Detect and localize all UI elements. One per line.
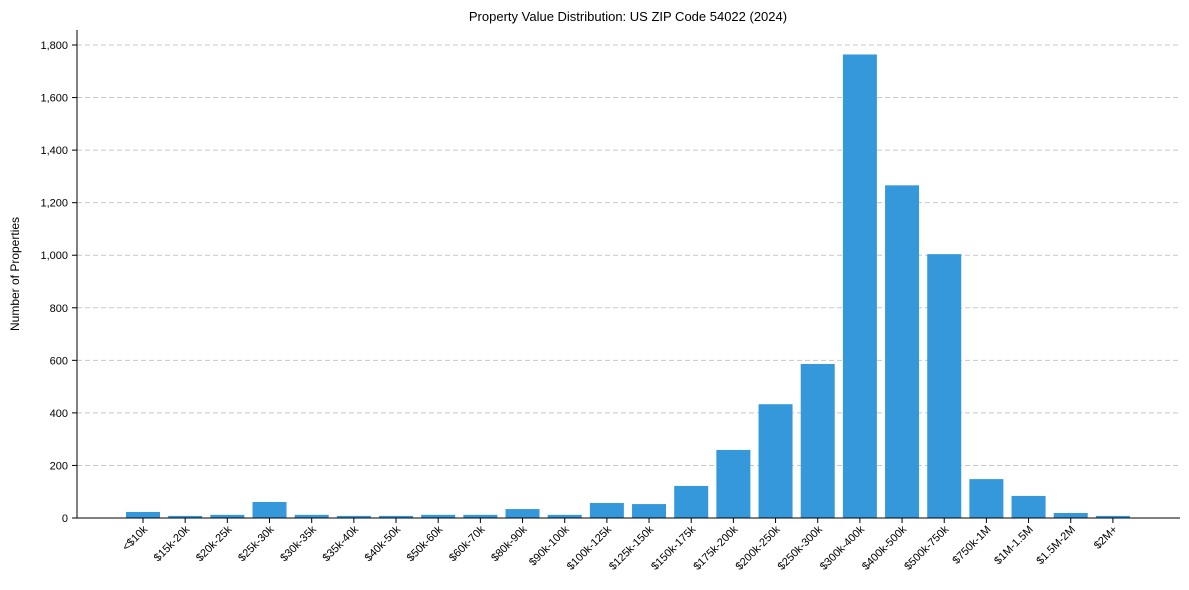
bar [168,515,203,518]
x-tick-label: $90k-100k [527,523,572,568]
y-tick-label: 400 [50,408,68,420]
bar [463,514,498,518]
bar [547,514,582,518]
y-tick-label: 1,200 [40,198,68,210]
x-tick-label: $80k-90k [489,523,530,564]
x-tick-label: $750k-1M [950,524,993,567]
x-tick-label: $1M-1.5M [992,524,1036,568]
bar [927,254,962,518]
y-tick-label: 1,800 [40,40,68,52]
y-tick-label: 1,400 [40,145,68,157]
x-tick-label: $40k-50k [363,523,404,564]
x-tick-label: $25k-30k [236,523,277,564]
bar [1053,513,1088,518]
y-axis-label: Number of Properties [8,217,22,331]
bar [589,503,624,518]
bar [674,485,709,518]
bar [210,514,245,518]
bar [969,479,1004,518]
x-tick-label: $1.5M-2M [1034,524,1078,568]
x-tick-label: $50k-60k [405,523,446,564]
y-tick-label: 600 [50,355,68,367]
x-tick-label: <$10k [120,523,150,553]
y-tick-label: 0 [62,513,68,525]
bar [758,404,793,518]
y-tick-label: 200 [50,460,68,472]
bar [294,514,329,518]
bar [126,511,160,518]
bar [800,364,835,518]
bar [1095,515,1130,518]
x-tick-label: $2M+ [1092,524,1120,552]
bar [1011,495,1046,518]
bar [716,449,751,518]
bar [505,509,540,518]
chart-title: Property Value Distribution: US ZIP Code… [469,9,787,24]
bar [379,515,414,518]
y-tick-label: 1,000 [40,250,68,262]
bar [252,501,287,518]
x-tick-label: $60k-70k [447,523,488,564]
y-tick-label: 1,600 [40,93,68,105]
bar [336,515,371,518]
bar [885,185,920,518]
bar [421,514,456,518]
x-tick-label: $35k-40k [320,523,361,564]
bar [842,54,877,519]
x-tick-label: $20k-25k [194,523,235,564]
bar [632,504,667,518]
x-tick-label: $15k-20k [152,523,193,564]
x-tick-label: $30k-35k [278,523,319,564]
x-tick-label: $500k-750k [902,523,951,572]
y-tick-label: 800 [50,303,68,315]
